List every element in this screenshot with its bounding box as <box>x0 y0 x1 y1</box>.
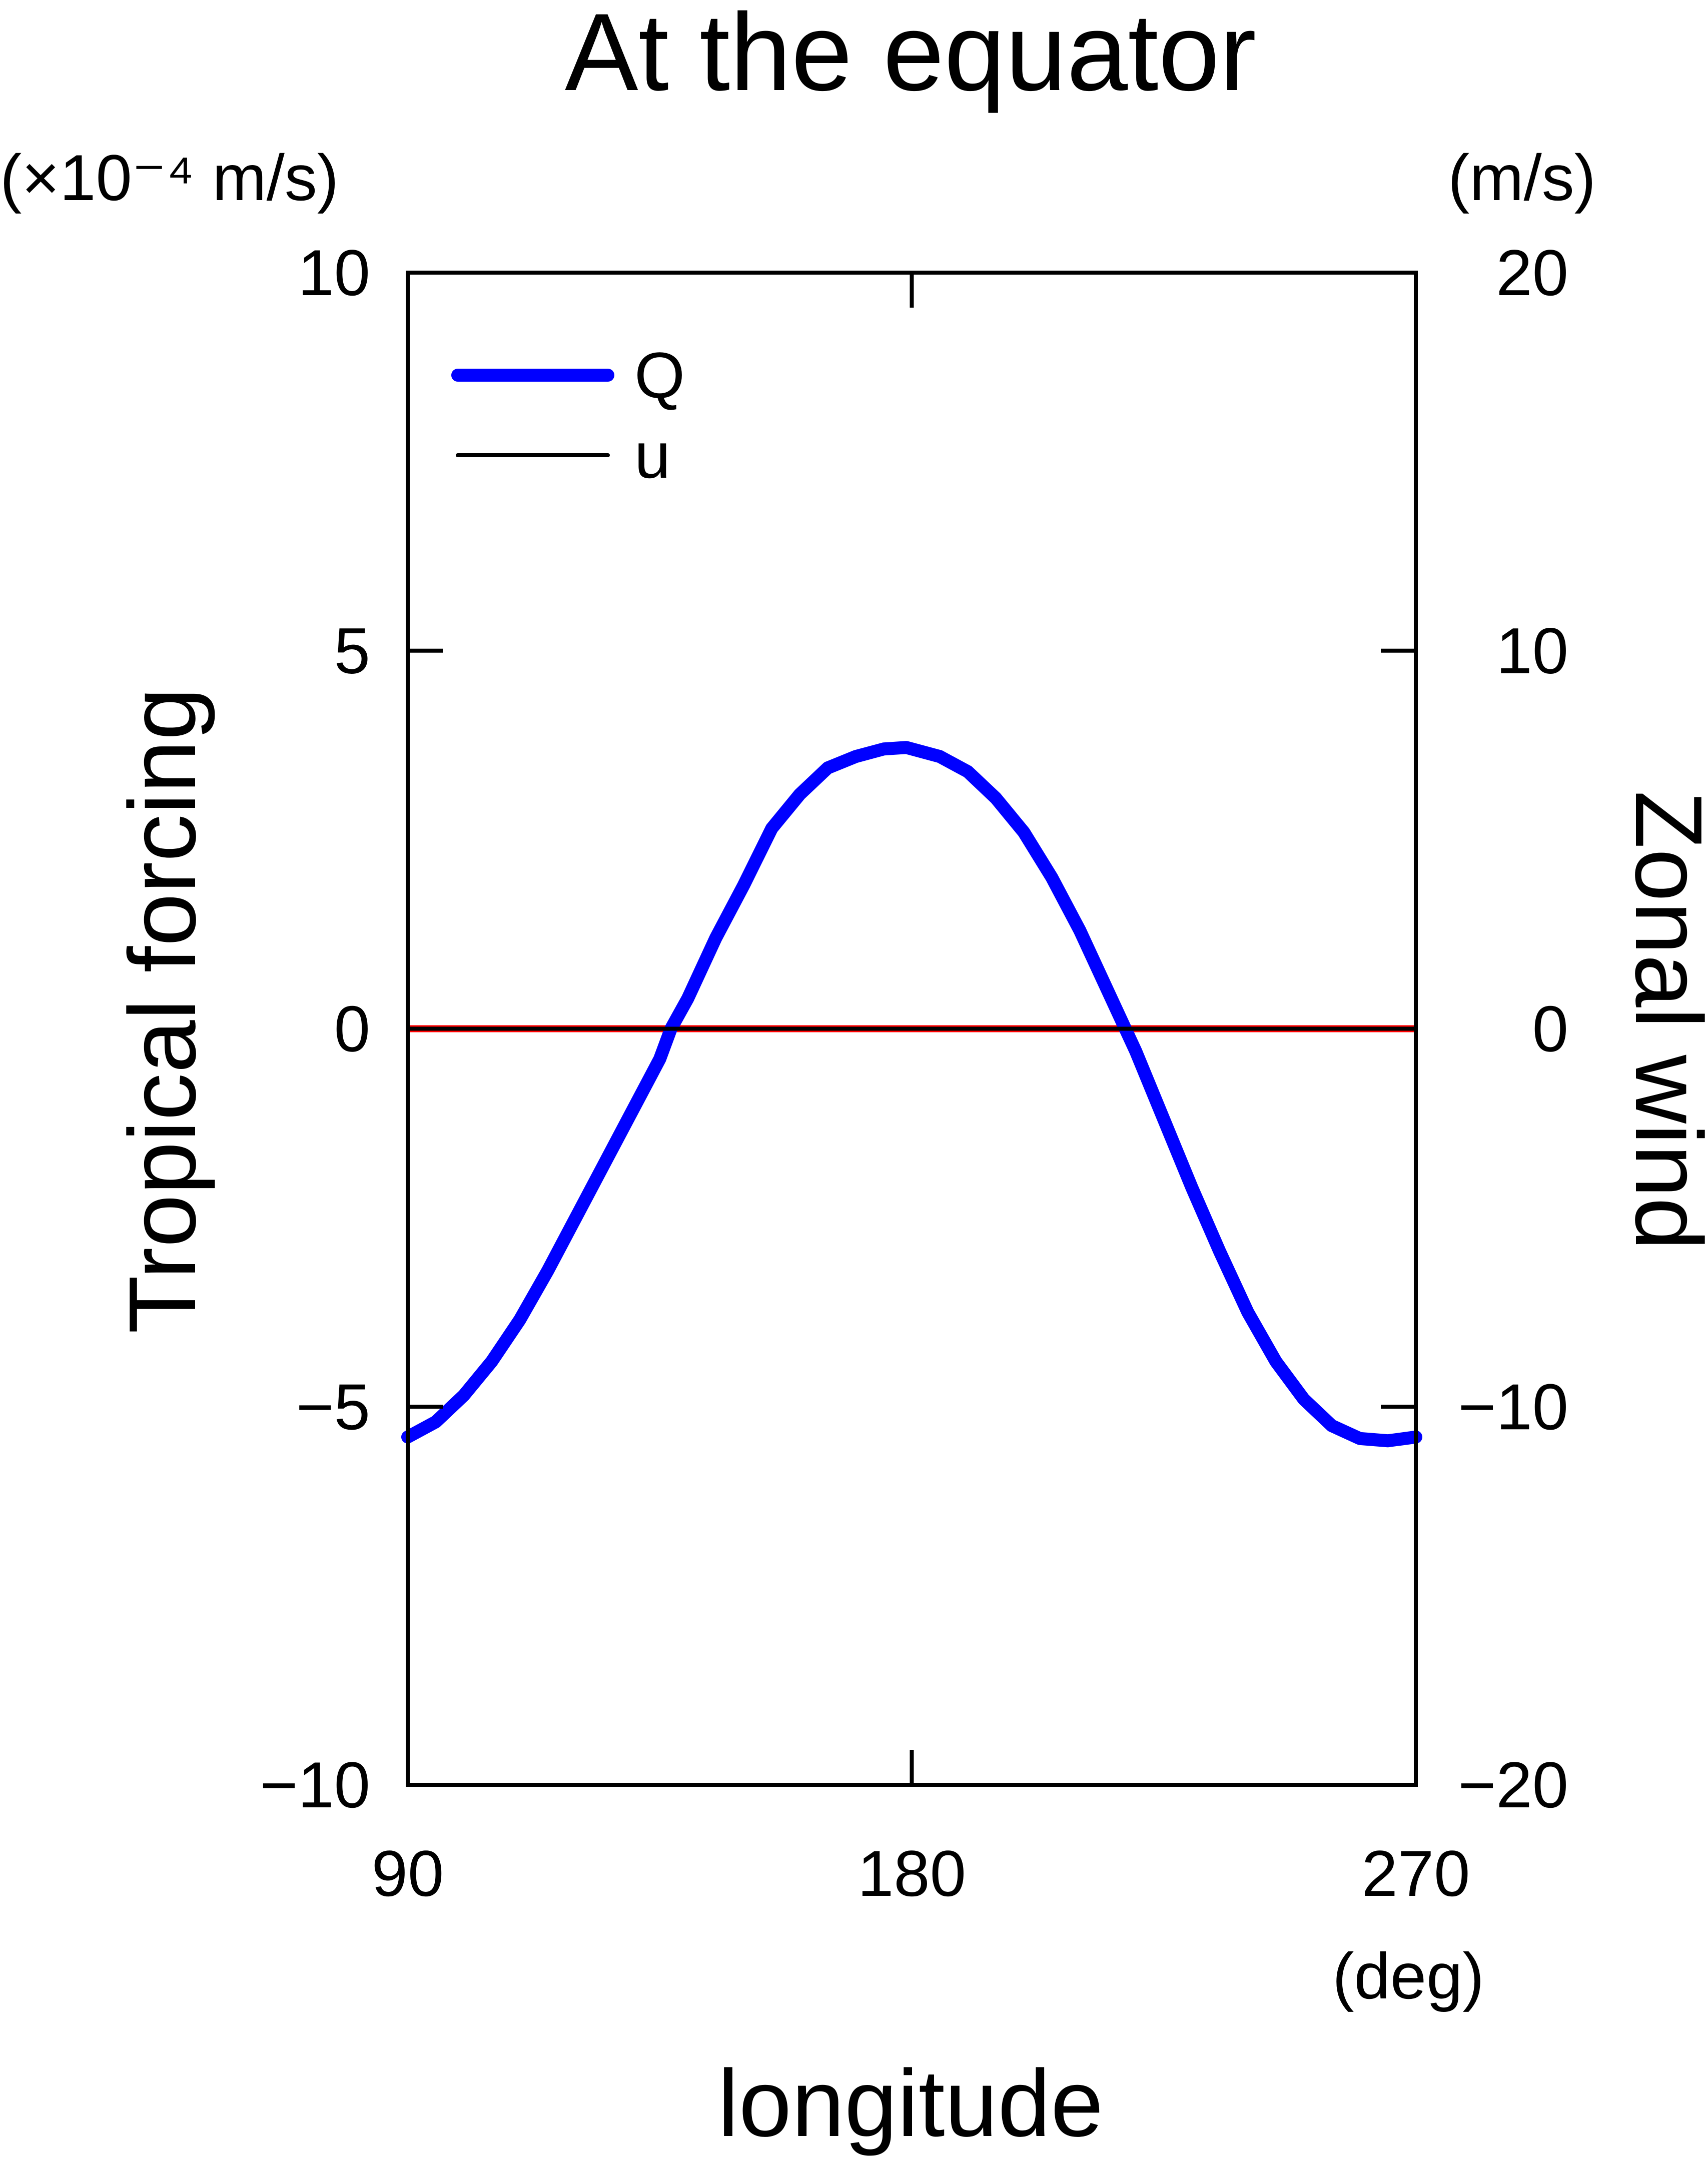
chart-title: At the equator <box>565 0 1256 114</box>
left-axis-unit: (×10⁻⁴ m/s) <box>0 141 339 214</box>
right-tick-label: −20 <box>1458 1748 1568 1821</box>
right-tick-label: 10 <box>1496 614 1568 687</box>
right-tick-label: −10 <box>1458 1370 1568 1443</box>
left-tick-label: 10 <box>298 236 370 309</box>
x-tick-label: 90 <box>372 1837 444 1910</box>
right-axis-unit: (m/s) <box>1448 141 1596 214</box>
left-axis-title: Tropical forcing <box>110 687 216 1334</box>
left-tick-label: −5 <box>296 1370 370 1443</box>
x-axis-unit: (deg) <box>1332 1939 1484 2012</box>
x-tick-label: 270 <box>1362 1837 1470 1910</box>
x-tick-label: 180 <box>858 1837 966 1910</box>
legend: Qu <box>451 339 685 492</box>
series-lines <box>401 741 1422 1448</box>
left-tick-label: −10 <box>260 1748 370 1821</box>
left-tick-label: 5 <box>334 614 370 687</box>
legend-label-Q: Q <box>634 339 685 412</box>
x-axis-title: longitude <box>717 2050 1103 2156</box>
right-tick-label: 20 <box>1496 236 1568 309</box>
axis-ticks <box>408 273 1416 1785</box>
right-axis-title: Zonal wind <box>1615 791 1708 1251</box>
right-tick-label: 0 <box>1532 992 1568 1065</box>
plot-area <box>401 271 1422 1787</box>
legend-label-u: u <box>634 419 670 492</box>
left-tick-label: 0 <box>334 992 370 1065</box>
series-line-Q <box>401 741 1422 1448</box>
